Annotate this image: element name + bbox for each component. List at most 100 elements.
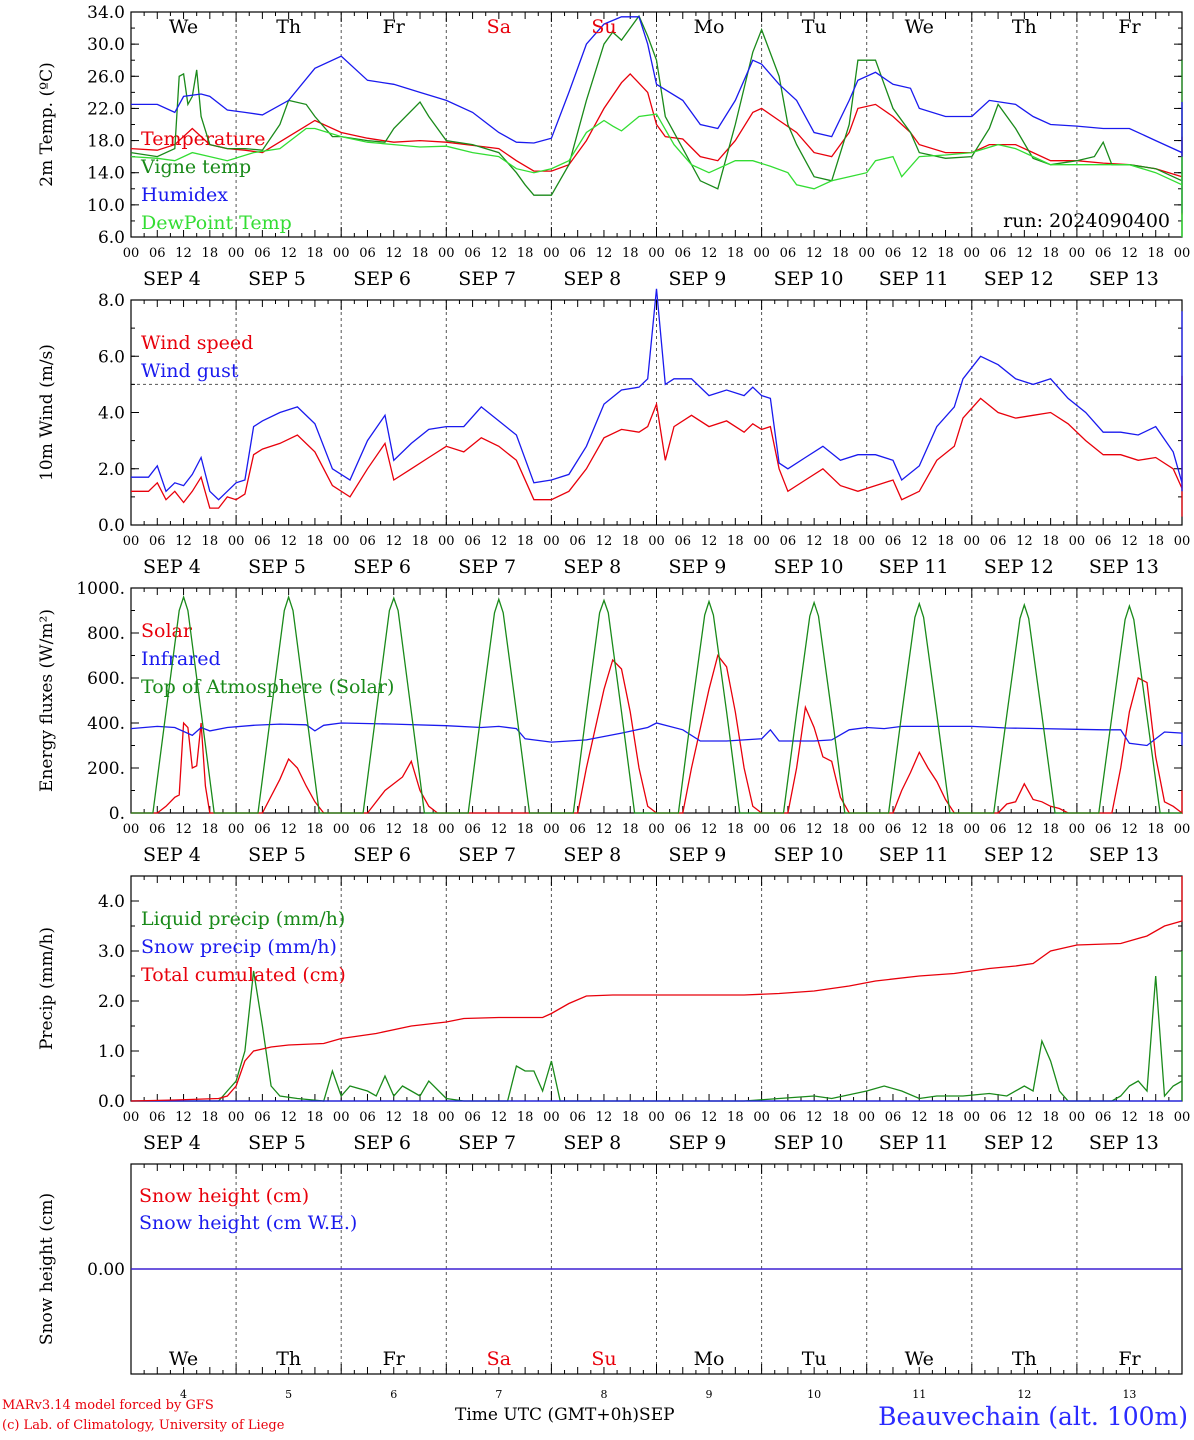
y-axis-label: Snow height (cm)	[37, 1193, 57, 1345]
series-line	[130, 113, 1183, 237]
hour-tick-label: 06	[464, 246, 481, 261]
date-label: SEP 7	[458, 1132, 516, 1154]
hour-tick-label: 12	[701, 1110, 718, 1125]
hour-tick-label: 00	[858, 246, 875, 261]
y-axis-label: 10m Wind (m/s)	[37, 344, 57, 481]
y-tick-label: 22.0	[87, 99, 125, 119]
date-label: SEP 10	[774, 1132, 844, 1154]
hour-tick-label: 18	[727, 1110, 744, 1125]
date-label: SEP 4	[143, 556, 201, 578]
date-label: SEP 12	[984, 268, 1054, 290]
hour-tick-label: 06	[149, 1110, 166, 1125]
hour-tick-label: 12	[701, 822, 718, 837]
hour-tick-label: 00	[333, 1110, 350, 1125]
hour-tick-label: 06	[990, 534, 1007, 549]
date-label: SEP 12	[984, 1132, 1054, 1154]
hour-tick-label: 00	[543, 246, 560, 261]
date-label: SEP 6	[353, 844, 411, 866]
date-label: SEP 9	[669, 844, 727, 866]
date-label: SEP 4	[143, 1132, 201, 1154]
hour-tick-label: 18	[937, 534, 954, 549]
date-label: SEP 5	[248, 1132, 306, 1154]
hour-tick-label: 18	[727, 246, 744, 261]
weekday-label: We	[169, 16, 198, 38]
hour-tick-label: 18	[1042, 246, 1059, 261]
date-label: SEP 6	[353, 556, 411, 578]
day-number-label: 5	[285, 1388, 292, 1400]
hour-tick-label: 06	[149, 246, 166, 261]
hour-tick-label: 00	[228, 246, 245, 261]
date-label: SEP 9	[669, 556, 727, 578]
legend-entry: Liquid precip (mm/h)	[141, 908, 345, 930]
legend-entry: Humidex	[141, 184, 228, 206]
y-tick-label: 30.0	[87, 35, 125, 55]
hour-tick-label: 12	[596, 822, 613, 837]
y-tick-label: 8.0	[98, 291, 125, 311]
hour-tick-label: 12	[1121, 1110, 1138, 1125]
series-line	[130, 722, 1183, 747]
hour-tick-label: 06	[254, 1110, 271, 1125]
hour-tick-label: 18	[202, 1110, 219, 1125]
hour-tick-label: 00	[438, 534, 455, 549]
hour-tick-label: 00	[333, 534, 350, 549]
hour-tick-label: 18	[622, 1110, 639, 1125]
panel-5: 0.00 Snow height (cm) Snow height (cm) Snow…	[37, 1163, 1183, 1375]
day-number-label: 6	[390, 1388, 397, 1400]
y-tick-label: 14.0	[87, 164, 125, 184]
hour-tick-label: 06	[464, 534, 481, 549]
hour-tick-label: 00	[964, 1110, 981, 1125]
hour-tick-label: 12	[701, 534, 718, 549]
hour-tick-label: 12	[911, 1110, 928, 1125]
hour-tick-label: 06	[254, 246, 271, 261]
hour-tick-label: 00	[228, 534, 245, 549]
plot-frame	[130, 587, 1183, 814]
hour-tick-label: 18	[307, 822, 324, 837]
hour-tick-label: 18	[832, 246, 849, 261]
hour-tick-label: 06	[990, 1110, 1007, 1125]
time-axis-title: Time UTC (GMT+0h)	[455, 1405, 640, 1425]
date-label: SEP 12	[984, 556, 1054, 578]
hour-tick-label: 12	[806, 1110, 823, 1125]
hour-tick-label: 18	[937, 246, 954, 261]
y-tick-label: 4.0	[98, 892, 125, 912]
legend-entry: Total cumulated (cm)	[141, 964, 346, 986]
hour-tick-label: 12	[1016, 1110, 1033, 1125]
hour-tick-label: 06	[569, 246, 586, 261]
weekday-label: Tu	[802, 16, 827, 38]
hour-tick-label: 18	[1147, 1110, 1164, 1125]
hour-tick-label: 12	[911, 246, 928, 261]
date-label: SEP 12	[984, 844, 1054, 866]
date-label: SEP 8	[563, 556, 621, 578]
hour-tick-label: 18	[307, 1110, 324, 1125]
hour-tick-label: 12	[911, 534, 928, 549]
hour-tick-label: 18	[1042, 822, 1059, 837]
weekday-label: Mo	[694, 16, 725, 38]
y-tick-label: 2.0	[98, 460, 125, 480]
hour-tick-label: 06	[254, 822, 271, 837]
hour-tick-label: 12	[385, 534, 402, 549]
date-label: SEP 13	[1089, 844, 1159, 866]
hour-tick-label: 00	[648, 1110, 665, 1125]
weekday-label: Th	[276, 16, 301, 38]
date-label: SEP 11	[879, 1132, 949, 1154]
series-line	[131, 288, 1183, 501]
hour-tick-label: 18	[517, 822, 534, 837]
y-tick-label: 0.0	[98, 516, 125, 536]
hour-tick-label: 12	[806, 822, 823, 837]
hour-tick-label: 12	[596, 534, 613, 549]
hour-tick-label: 18	[832, 822, 849, 837]
series-line	[131, 594, 1182, 814]
time-axis-label: Time UTC (GMT+0h)SEP	[455, 1405, 675, 1425]
weekday-label: Tu	[802, 1348, 827, 1370]
hour-tick-label: 00	[1069, 246, 1086, 261]
weekday-label: Fr	[1118, 16, 1141, 38]
hour-tick-label: 00	[964, 534, 981, 549]
hour-tick-label: 12	[175, 534, 192, 549]
hour-tick-label: 00	[858, 822, 875, 837]
hour-tick-label: 06	[885, 822, 902, 837]
hour-tick-label: 06	[359, 246, 376, 261]
hour-tick-label: 00	[123, 822, 140, 837]
series-line	[131, 951, 1183, 1102]
panel-1: 6.0 10.0 14.0 18.0 22.0 26.0 30.0 34.0 2m Temp. …	[37, 3, 1190, 290]
date-label: SEP 9	[669, 1132, 727, 1154]
